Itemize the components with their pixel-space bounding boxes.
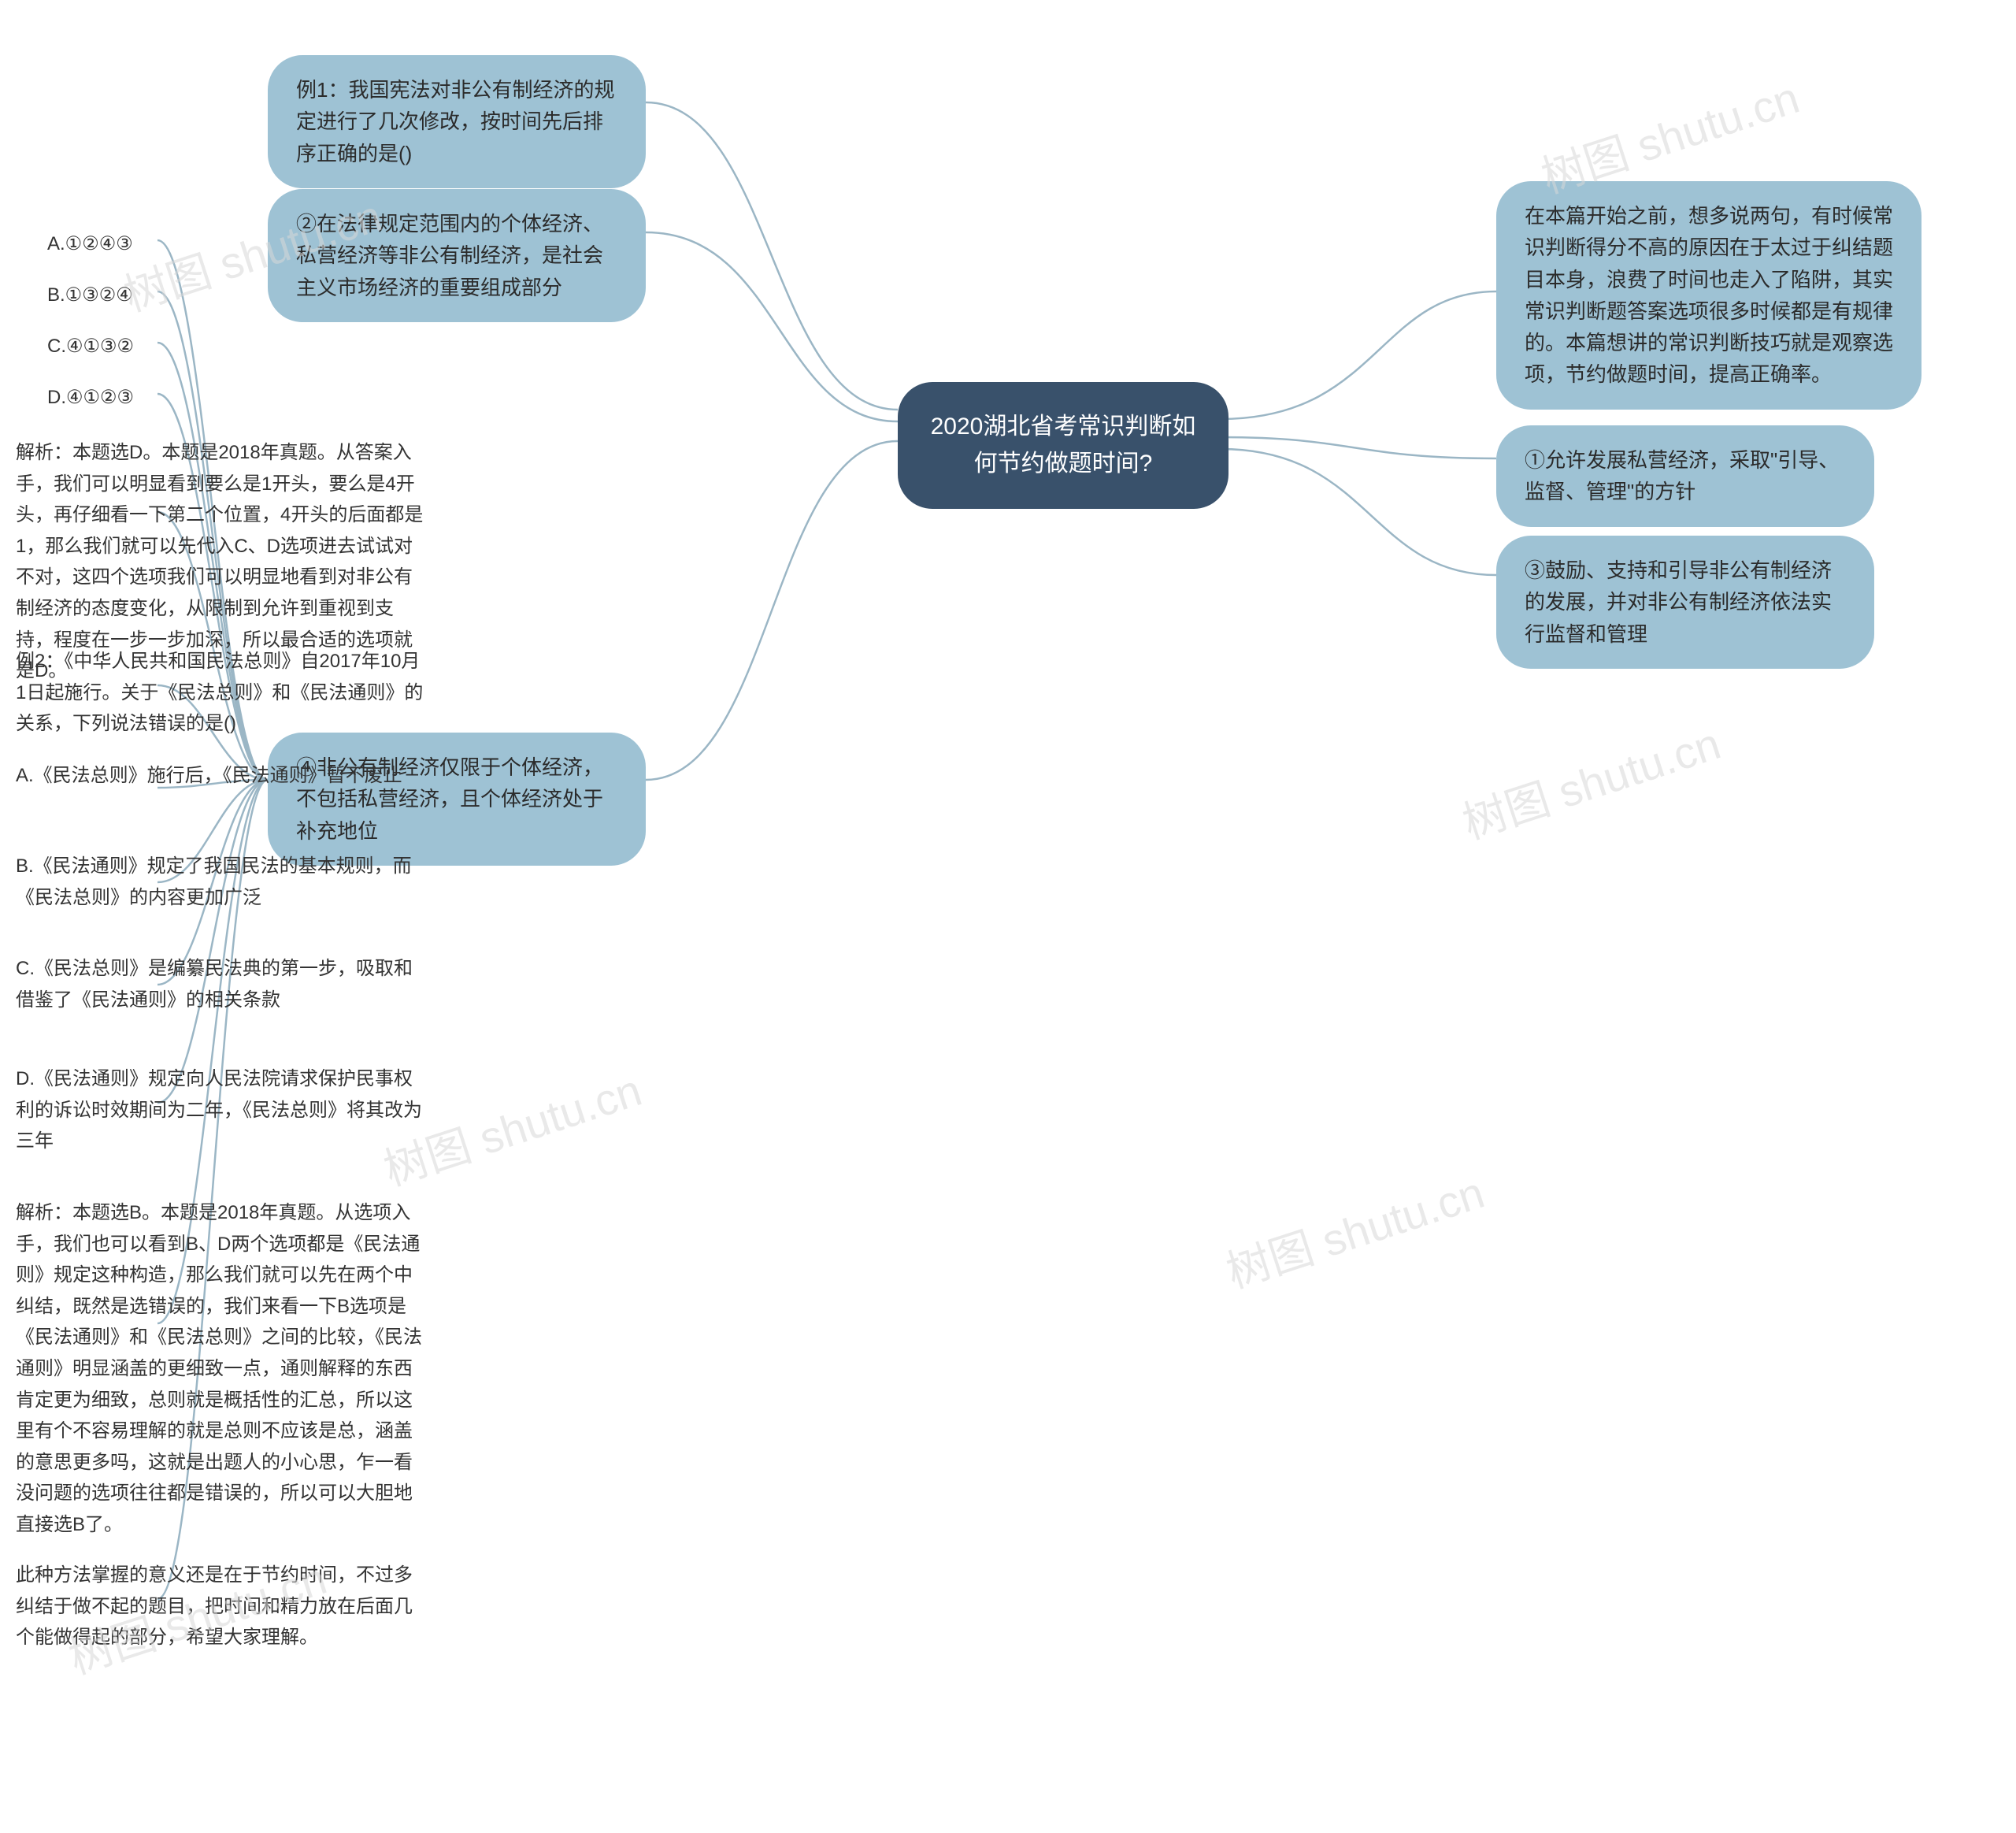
right-item3-node: ③鼓励、支持和引导非公有制经济的发展，并对非公有制经济依法实行监督和管理 bbox=[1496, 536, 1874, 669]
left-item2-node: ②在法律规定范围内的个体经济、私营经济等非公有制经济，是社会主义市场经济的重要组… bbox=[268, 189, 646, 322]
leaf-optB: B.①③②④ bbox=[47, 280, 220, 311]
center-node: 2020湖北省考常识判断如何节约做题时间? bbox=[898, 382, 1228, 509]
watermark: 树图 shutu.cn bbox=[1454, 709, 1728, 852]
left-example1-node: 例1：我国宪法对非公有制经济的规定进行了几次修改，按时间先后排序正确的是() bbox=[268, 55, 646, 188]
leaf-opt2B: B.《民法通则》规定了我国民法的基本规则，而《民法总则》的内容更加广泛 bbox=[16, 851, 425, 913]
right-intro-node: 在本篇开始之前，想多说两句，有时候常识判断得分不高的原因在于太过于纠结题目本身，… bbox=[1496, 181, 1922, 410]
leaf-example2: 例2：《中华人民共和国民法总则》自2017年10月1日起施行。关于《民法总则》和… bbox=[16, 646, 425, 740]
leaf-opt2C: C.《民法总则》是编纂民法典的第一步，吸取和借鉴了《民法通则》的相关条款 bbox=[16, 953, 425, 1015]
watermark: 树图 shutu.cn bbox=[1217, 1158, 1492, 1301]
left-item4-node: ④非公有制经济仅限于个体经济，不包括私营经济，且个体经济处于补充地位 bbox=[268, 733, 646, 866]
right-item1-node: ①允许发展私营经济，采取"引导、监督、管理"的方针 bbox=[1496, 425, 1874, 527]
mindmap-canvas: 2020湖北省考常识判断如何节约做题时间? 在本篇开始之前，想多说两句，有时候常… bbox=[0, 0, 2016, 1833]
leaf-optC: C.④①③② bbox=[47, 331, 220, 362]
leaf-optA: A.①②④③ bbox=[47, 228, 220, 260]
leaf-closing: 此种方法掌握的意义还是在于节约时间，不过多纠结于做不起的题目，把时间和精力放在后… bbox=[16, 1560, 425, 1653]
leaf-optD: D.④①②③ bbox=[47, 382, 220, 414]
leaf-opt2A: A.《民法总则》施行后，《民法通则》暂不废止 bbox=[16, 760, 425, 792]
leaf-opt2D: D.《民法通则》规定向人民法院请求保护民事权利的诉讼时效期间为二年，《民法总则》… bbox=[16, 1063, 425, 1157]
leaf-analysis2: 解析：本题选B。本题是2018年真题。从选项入手，我们也可以看到B、D两个选项都… bbox=[16, 1197, 425, 1541]
